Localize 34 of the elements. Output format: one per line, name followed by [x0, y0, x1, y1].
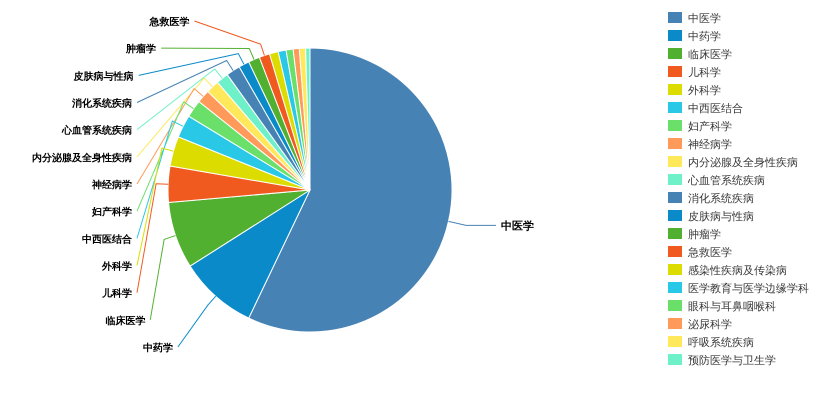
slice-label: 外科学: [101, 260, 132, 272]
legend-label: 呼吸系统疾病: [688, 336, 754, 349]
legend-label: 神经病学: [688, 138, 732, 151]
slice-label: 儿科学: [101, 288, 132, 300]
slice-label: 急救医学: [148, 16, 190, 28]
slice-label: 肿瘤学: [125, 43, 156, 56]
legend-label: 外科学: [688, 84, 721, 97]
slice-label: 临床医学: [105, 314, 146, 327]
legend-label: 消化系统疾病: [688, 192, 754, 205]
legend-label: 肿瘤学: [688, 228, 721, 241]
legend-label: 眼科与耳鼻咽喉科: [688, 300, 776, 313]
legend-label: 临床医学: [688, 48, 732, 61]
legend-label: 中药学: [688, 30, 721, 43]
legend-label: 感染性疾病及传染病: [688, 264, 787, 277]
legend-label: 妇产科学: [688, 120, 732, 133]
legend-label: 泌尿科学: [688, 318, 732, 331]
slice-label: 神经病学: [91, 179, 132, 191]
slice-label: 皮肤病与性病: [72, 70, 134, 82]
legend-label: 医学教育与医学边缘学科: [688, 282, 809, 295]
legend-label: 儿科学: [688, 66, 721, 79]
legend-label: 皮肤病与性病: [688, 210, 754, 223]
legend-label: 心血管系统疾病: [687, 174, 765, 187]
slice-label: 中西医结合: [82, 233, 133, 246]
legend-label: 预防医学与卫生学: [688, 354, 776, 367]
slice-label: 心血管系统疾病: [61, 124, 132, 137]
slice-label: 中医学: [501, 219, 534, 232]
legend-label: 中医学: [688, 12, 721, 25]
slice-label: 消化系统疾病: [71, 98, 132, 110]
slice-label: 妇产科学: [91, 206, 132, 218]
legend-label: 内分泌腺及全身性疾病: [688, 156, 798, 169]
slice-label: 中药学: [142, 342, 173, 354]
slice-label: 内分泌腺及全身性疾病: [32, 152, 132, 164]
legend-label: 中西医结合: [688, 102, 743, 115]
legend-label: 急救医学: [687, 246, 732, 259]
